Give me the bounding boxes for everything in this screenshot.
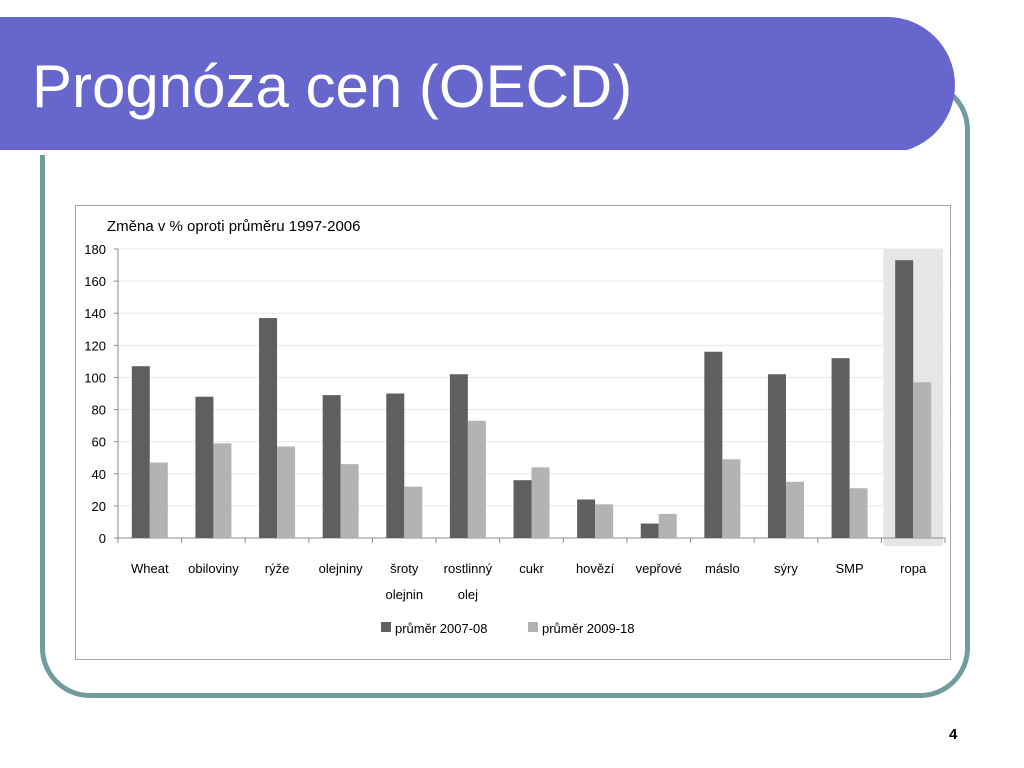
y-tick-label: 80 — [92, 403, 106, 418]
bar-series-2 — [785, 481, 804, 538]
title-underline — [0, 150, 905, 155]
bar-series-1 — [386, 393, 405, 538]
y-tick-label: 120 — [84, 338, 106, 353]
bar-series-1 — [640, 523, 659, 538]
bar-series-2 — [531, 467, 550, 538]
x-category-label: rýže — [265, 561, 290, 576]
bar-series-2 — [849, 488, 868, 538]
bar-series-1 — [577, 499, 596, 538]
bar-series-1 — [895, 260, 914, 538]
y-tick-label: 180 — [84, 242, 106, 257]
title-bar: Prognóza cen (OECD) — [0, 17, 955, 155]
bar-series-1 — [513, 480, 532, 538]
bar-series-2 — [340, 464, 359, 538]
bar-series-2 — [213, 443, 232, 538]
y-tick-label: 20 — [92, 499, 106, 514]
y-tick-label: 0 — [99, 531, 106, 546]
bar-chart: Změna v % oproti průměru 1997-2006 0 20 40 6… — [84, 218, 946, 636]
bar-series-1 — [195, 396, 214, 538]
bar-series-2 — [595, 504, 614, 538]
bar-series-2 — [467, 420, 486, 538]
bar-series-1 — [131, 366, 150, 538]
bar-series-1 — [704, 351, 723, 538]
bar-series-1 — [322, 395, 341, 538]
x-category-label: rostlinný — [444, 561, 493, 576]
x-category-label: sýry — [774, 561, 798, 576]
bar-series-1 — [449, 374, 468, 538]
x-category-label: obiloviny — [188, 561, 239, 576]
legend-swatch — [381, 622, 391, 632]
y-tick-label: 160 — [84, 274, 106, 289]
y-tick-label: 140 — [84, 306, 106, 321]
y-tick-label: 60 — [92, 435, 106, 450]
x-category-label: cukr — [519, 561, 544, 576]
y-tick-label: 40 — [92, 467, 106, 482]
page-number: 4 — [949, 726, 958, 743]
x-category-label: máslo — [705, 561, 740, 576]
x-category-label: vepřové — [636, 561, 682, 576]
chart-container: Změna v % oproti průměru 1997-2006 0 20 40 6… — [75, 205, 951, 660]
bar-series-2 — [277, 446, 296, 538]
bar-series-1 — [767, 374, 786, 538]
bar-series-2 — [149, 462, 168, 538]
x-category-label: Wheat — [131, 561, 169, 576]
bar-series-1 — [831, 358, 850, 538]
bar-series-2 — [722, 459, 741, 538]
x-category-label: ropa — [900, 561, 927, 576]
legend-label: průměr 2009-18 — [542, 621, 635, 636]
slide-title: Prognóza cen (OECD) — [32, 53, 633, 120]
bar-series-2 — [658, 513, 677, 538]
x-category-label: SMP — [835, 561, 863, 576]
y-tick-label: 100 — [84, 370, 106, 385]
x-category-label: olejnin — [385, 587, 423, 602]
bar-series-1 — [259, 318, 278, 538]
x-category-label: olej — [458, 587, 478, 602]
x-category-label: olejniny — [319, 561, 364, 576]
x-category-label: šroty — [390, 561, 419, 576]
bar-series-2 — [404, 486, 423, 538]
x-category-label: hovězí — [576, 561, 615, 576]
legend-swatch — [528, 622, 538, 632]
chart-title: Změna v % oproti průměru 1997-2006 — [107, 218, 360, 235]
bar-series-2 — [913, 382, 932, 538]
legend-label: průměr 2007-08 — [395, 621, 488, 636]
